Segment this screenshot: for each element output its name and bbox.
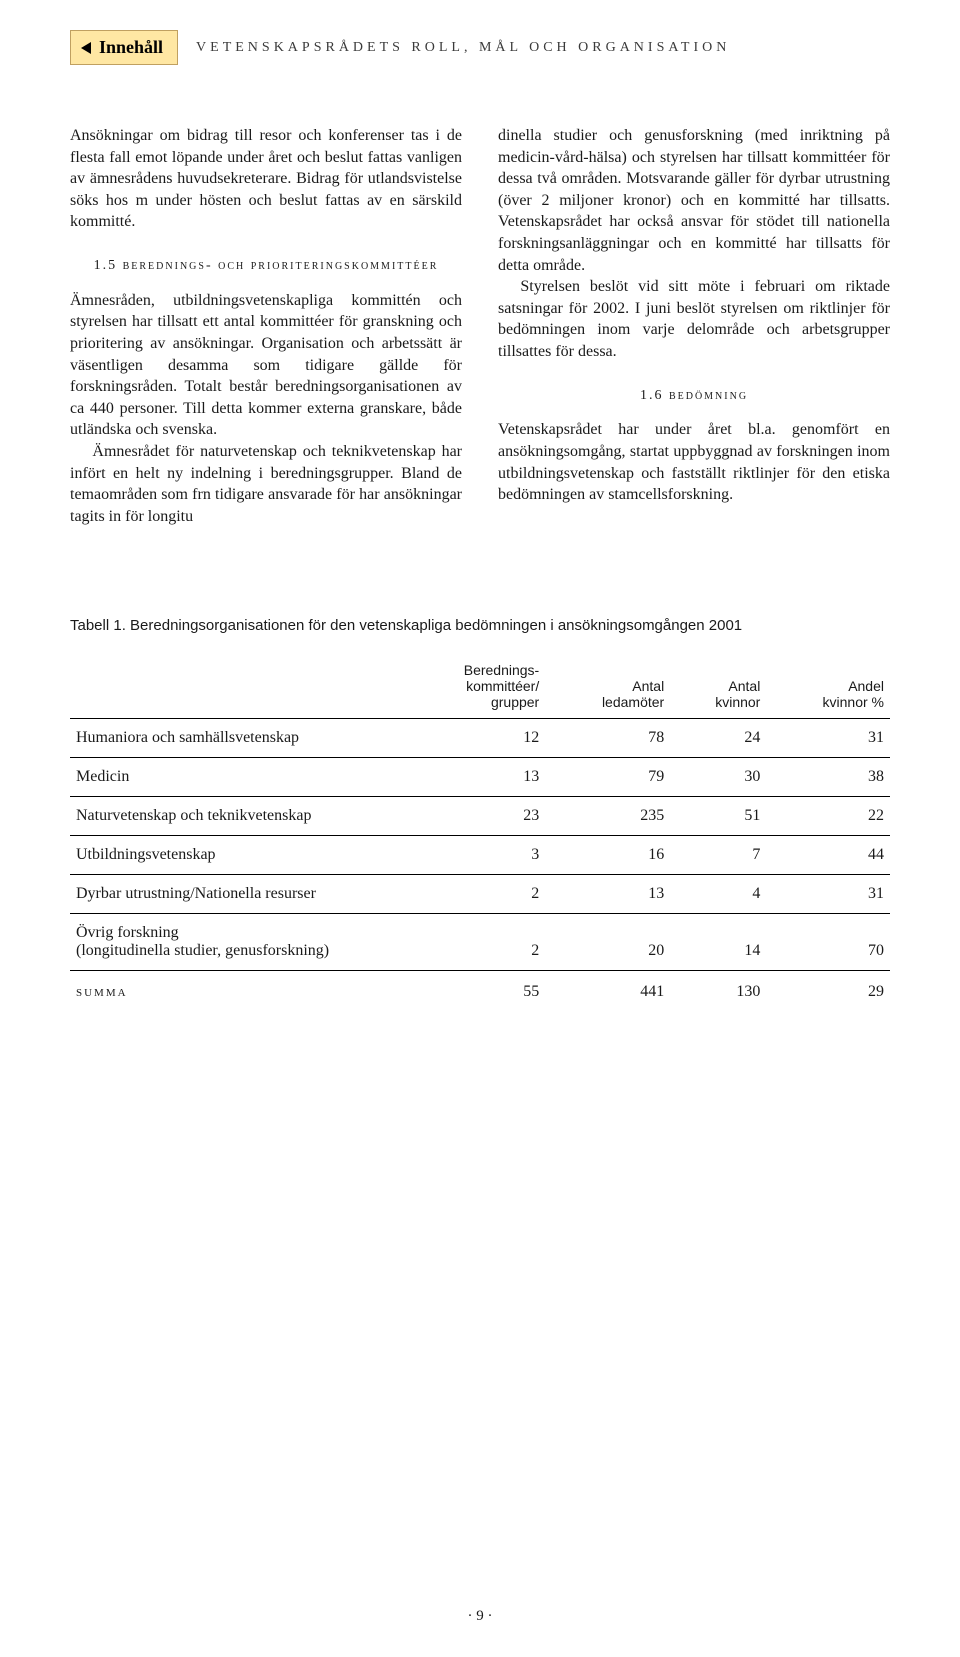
col-header: Andel kvinnor %: [766, 662, 890, 719]
table-row-sum: summa 55 441 130 29: [70, 971, 890, 1012]
col-header-line: Antal: [632, 678, 664, 694]
section-heading: 1.5 berednings- och prioriteringskommitt…: [70, 257, 462, 276]
col-header-line: kvinnor %: [823, 694, 884, 710]
cell: [670, 914, 766, 943]
para: Vetenskapsrådet har under året bl.a. gen…: [498, 419, 890, 505]
cell: [766, 914, 890, 943]
cell: 2: [398, 942, 545, 971]
cell: summa: [70, 971, 398, 1012]
cell: 70: [766, 942, 890, 971]
cell: 24: [670, 719, 766, 758]
cell: 20: [545, 942, 670, 971]
cell: 7: [670, 836, 766, 875]
table-caption: Tabell 1. Beredningsorganisationen för d…: [70, 617, 890, 634]
cell: (longitudinella studier, genusforskning): [70, 942, 398, 971]
cell: 14: [670, 942, 766, 971]
para: Ämnesråden, utbildningsvetenskapliga kom…: [70, 290, 462, 441]
col-header-line: kvinnor: [715, 694, 760, 710]
cell: 79: [545, 758, 670, 797]
col-header-line: Berednings-: [464, 662, 540, 678]
cell: 55: [398, 971, 545, 1012]
cell: 4: [670, 875, 766, 914]
col-header: [70, 662, 398, 719]
page-number: · 9 ·: [0, 1608, 960, 1625]
body-columns: Ansökningar om bidrag till resor och kon…: [70, 125, 890, 527]
col-header: Berednings- kommittéer/ grupper: [398, 662, 545, 719]
section-heading: 1.6 bedömning: [498, 387, 890, 406]
col-header-line: kommittéer/: [466, 678, 539, 694]
cell: Dyrbar utrustning/Nationella resurser: [70, 875, 398, 914]
cell: [545, 914, 670, 943]
cell: 30: [670, 758, 766, 797]
cell: 38: [766, 758, 890, 797]
col-header-line: Andel: [848, 678, 884, 694]
cell: 29: [766, 971, 890, 1012]
para: Styrelsen beslöt vid sitt möte i februar…: [498, 276, 890, 362]
para: Ansökningar om bidrag till resor och kon…: [70, 125, 462, 233]
table-row: Medicin 13 79 30 38: [70, 758, 890, 797]
data-table: Berednings- kommittéer/ grupper Antal le…: [70, 662, 890, 1011]
triangle-left-icon: [81, 42, 91, 54]
table-row: (longitudinella studier, genusforskning)…: [70, 942, 890, 971]
col-header-line: Antal: [728, 678, 760, 694]
cell: 441: [545, 971, 670, 1012]
table-row: Övrig forskning: [70, 914, 890, 943]
running-head: vetenskapsrådets roll, mål och organisat…: [196, 40, 730, 56]
para: Ämnesrådet för naturvetenskap och teknik…: [70, 441, 462, 527]
cell: 12: [398, 719, 545, 758]
cell: Naturvetenskap och teknikvetenskap: [70, 797, 398, 836]
contents-button-label: Innehåll: [99, 37, 163, 58]
contents-button[interactable]: Innehåll: [70, 30, 178, 65]
col-header-line: ledamöter: [602, 694, 664, 710]
cell: 23: [398, 797, 545, 836]
table-row: Dyrbar utrustning/Nationella resurser 2 …: [70, 875, 890, 914]
col-header: Antal ledamöter: [545, 662, 670, 719]
cell: Utbildningsvetenskap: [70, 836, 398, 875]
col-header-line: grupper: [491, 694, 539, 710]
para: dinella studier och genusforskning (med …: [498, 125, 890, 276]
cell: 78: [545, 719, 670, 758]
table-head: Berednings- kommittéer/ grupper Antal le…: [70, 662, 890, 719]
cell: [398, 914, 545, 943]
col-header: Antal kvinnor: [670, 662, 766, 719]
cell: 16: [545, 836, 670, 875]
table-row: Utbildningsvetenskap 3 16 7 44: [70, 836, 890, 875]
cell: 31: [766, 875, 890, 914]
cell: 13: [545, 875, 670, 914]
cell: 22: [766, 797, 890, 836]
table-body: Humaniora och samhällsvetenskap 12 78 24…: [70, 719, 890, 1012]
cell: 13: [398, 758, 545, 797]
cell: 31: [766, 719, 890, 758]
header-row: Innehåll vetenskapsrådets roll, mål och …: [70, 30, 890, 65]
table-row: Humaniora och samhällsvetenskap 12 78 24…: [70, 719, 890, 758]
cell: Övrig forskning: [70, 914, 398, 943]
cell: 44: [766, 836, 890, 875]
column-right: dinella studier och genusforskning (med …: [498, 125, 890, 527]
document-page: Innehåll vetenskapsrådets roll, mål och …: [0, 0, 960, 1657]
cell: 235: [545, 797, 670, 836]
cell: 3: [398, 836, 545, 875]
table-row: Naturvetenskap och teknikvetenskap 23 23…: [70, 797, 890, 836]
cell: 2: [398, 875, 545, 914]
cell: Medicin: [70, 758, 398, 797]
cell: 51: [670, 797, 766, 836]
column-left: Ansökningar om bidrag till resor och kon…: [70, 125, 462, 527]
cell: 130: [670, 971, 766, 1012]
cell: Humaniora och samhällsvetenskap: [70, 719, 398, 758]
